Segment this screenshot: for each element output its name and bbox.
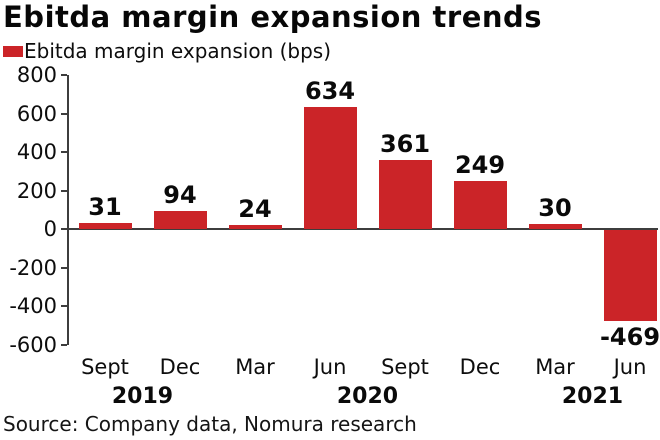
bar: [303, 107, 357, 230]
bar: [228, 224, 282, 230]
y-tick-mark: [61, 151, 67, 154]
y-tick-label: -200: [9, 255, 57, 280]
legend-label: Ebitda margin expansion (bps): [24, 39, 332, 63]
bar: [603, 230, 657, 321]
legend-swatch-icon: [3, 45, 23, 57]
bar-value-label: 634: [304, 77, 356, 105]
y-tick-mark: [61, 305, 67, 308]
bar: [378, 159, 432, 230]
x-tick-label: Mar: [235, 355, 275, 379]
y-tick-label: 400: [16, 140, 57, 165]
y-tick-label: -600: [9, 333, 57, 357]
y-tick-mark: [61, 189, 67, 192]
y-tick-mark: [61, 74, 67, 76]
y-tick-label: 200: [16, 178, 57, 203]
bar: [453, 181, 507, 230]
y-tick-label: 600: [16, 101, 57, 126]
x-tick-label: Dec: [159, 355, 201, 379]
y-tick-mark: [61, 266, 67, 269]
y-tick-mark: [61, 112, 67, 115]
bar-value-label: 361: [379, 129, 431, 158]
x-tick-label: Jun: [313, 355, 347, 379]
y-tick-mark: [61, 228, 67, 231]
x-year-label: 2021: [561, 384, 624, 409]
x-year-label: 2019: [111, 384, 174, 409]
bar-value-label: -469: [599, 322, 660, 351]
x-tick-label: Dec: [459, 355, 501, 379]
x-year-label: 2020: [336, 384, 399, 409]
y-tick-label: 0: [43, 217, 57, 242]
bar: [153, 211, 207, 230]
bar: [78, 223, 132, 230]
chart-title: Ebitda margin expansion trends: [3, 0, 543, 34]
x-tick-label: Sept: [81, 355, 129, 379]
legend: Ebitda margin expansion (bps): [3, 40, 331, 62]
bar-value-label: 94: [163, 181, 197, 210]
x-tick-label: Sept: [381, 355, 429, 379]
y-tick-mark: [61, 344, 67, 346]
y-tick-label: 800: [16, 63, 57, 87]
bar-value-label: 249: [454, 151, 506, 180]
x-tick-label: Mar: [535, 355, 575, 379]
bar-value-label: 31: [88, 193, 122, 222]
source-note: Source: Company data, Nomura research: [3, 412, 417, 436]
y-tick-label: -400: [9, 294, 57, 319]
bar: [528, 223, 582, 230]
zero-axis-line: [67, 228, 658, 231]
bar-value-label: 24: [238, 194, 272, 223]
x-tick-label: Jun: [613, 355, 647, 379]
bar-value-label: 30: [538, 193, 572, 222]
y-axis-line: [67, 75, 69, 345]
